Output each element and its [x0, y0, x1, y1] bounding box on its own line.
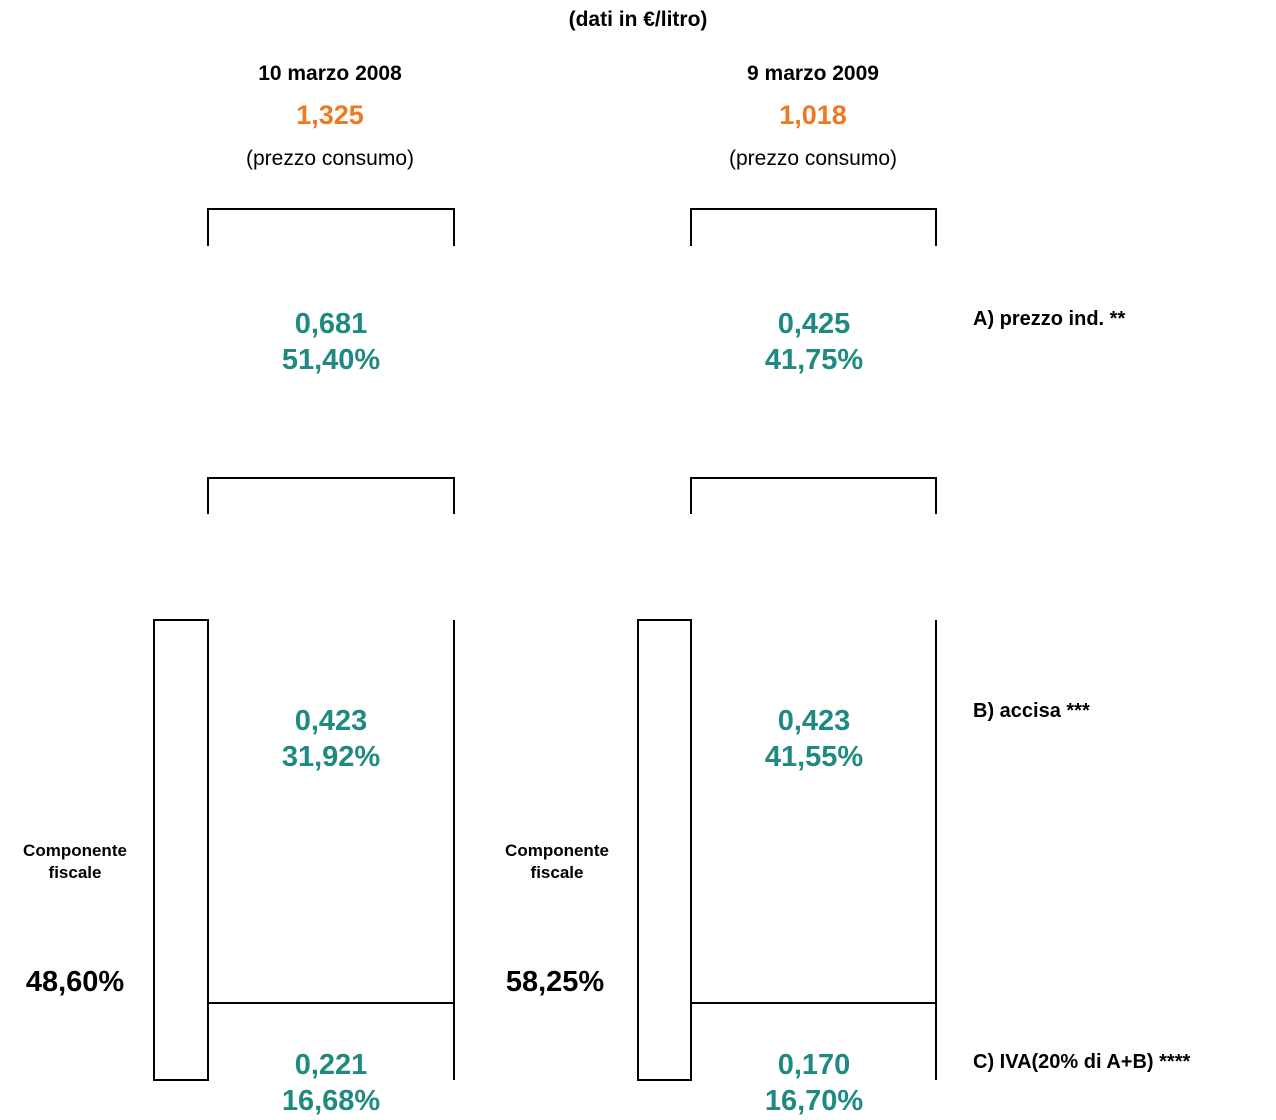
value-a-col1: 0,681 51,40% [206, 306, 456, 378]
value-c-amount-col1: 0,221 [294, 1049, 368, 1081]
value-a-amount-col2: 0,425 [777, 308, 851, 340]
value-c-amount-col2: 0,170 [777, 1049, 851, 1081]
fiscal-label-line2-col1: fiscale [48, 863, 102, 882]
value-a-amount-col1: 0,681 [294, 308, 368, 340]
fiscal-label-col1: Componente fiscale [10, 840, 140, 884]
value-c-pct-col2: 16,70% [764, 1085, 864, 1117]
label-iva: C) IVA(20% di A+B) **** [973, 1051, 1191, 1073]
value-a-pct-col1: 51,40% [281, 344, 381, 376]
date-col2: 9 marzo 2009 [747, 62, 879, 85]
total-col2: 1,018 [779, 100, 847, 130]
value-b-pct-col1: 31,92% [281, 741, 381, 773]
fiscal-bar-col1 [153, 619, 209, 1081]
value-c-col1: 0,221 16,68% [206, 1047, 456, 1119]
value-b-col1: 0,423 31,92% [206, 703, 456, 775]
fiscal-label-line1-col1: Componente [23, 841, 127, 860]
fiscal-label-line2-col2: fiscale [530, 863, 584, 882]
bracket-a-col2 [690, 208, 937, 246]
value-a-col2: 0,425 41,75% [689, 306, 939, 378]
total-note-col1: (prezzo consumo) [245, 147, 415, 170]
bracket-mid-col2 [690, 477, 937, 514]
fiscal-pct-col1: 48,60% [25, 966, 125, 998]
bracket-mid-col1 [207, 477, 455, 514]
label-accisa: B) accisa *** [973, 700, 1090, 722]
value-b-amount-col2: 0,423 [777, 705, 851, 737]
total-col1: 1,325 [296, 100, 364, 130]
date-col1: 10 marzo 2008 [258, 62, 402, 85]
fiscal-pct-col2: 58,25% [505, 966, 605, 998]
value-c-col2: 0,170 16,70% [689, 1047, 939, 1119]
label-prezzo-industriale: A) prezzo ind. ** [973, 308, 1126, 330]
value-b-amount-col1: 0,423 [294, 705, 368, 737]
bracket-a-col1 [207, 208, 455, 246]
fiscal-label-col2: Componente fiscale [492, 840, 622, 884]
fiscal-bar-col2 [637, 619, 692, 1081]
fiscal-label-line1-col2: Componente [505, 841, 609, 860]
unit-note: (dati in €/litro) [568, 8, 708, 31]
value-b-col2: 0,423 41,55% [689, 703, 939, 775]
value-b-pct-col2: 41,55% [764, 741, 864, 773]
value-c-pct-col1: 16,68% [281, 1085, 381, 1117]
value-a-pct-col2: 41,75% [764, 344, 864, 376]
total-note-col2: (prezzo consumo) [728, 147, 898, 170]
